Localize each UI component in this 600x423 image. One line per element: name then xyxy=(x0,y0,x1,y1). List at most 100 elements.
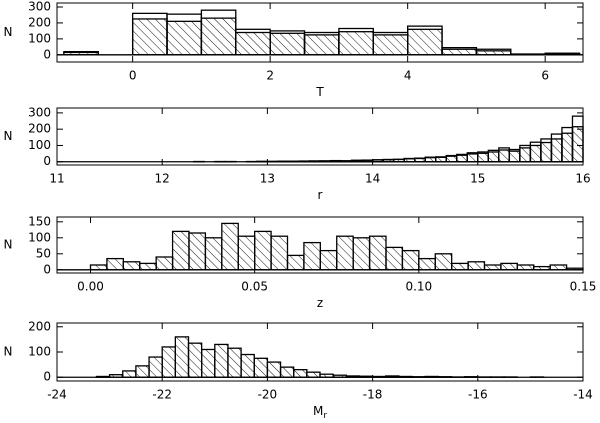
y-tick-label: 0 xyxy=(43,47,51,61)
histogram-bar xyxy=(441,48,478,56)
histogram-bar xyxy=(434,253,453,271)
histogram-bar xyxy=(368,235,387,271)
histogram-bar xyxy=(385,246,404,271)
plot-frame xyxy=(56,2,584,63)
y-tick-label: 100 xyxy=(28,345,51,359)
histogram-bar xyxy=(561,132,574,163)
x-axis-label-main: z xyxy=(317,296,323,310)
histogram-bar xyxy=(253,357,269,378)
histogram-bar xyxy=(529,144,542,163)
x-tick-label: 15 xyxy=(470,172,485,186)
x-axis-label-subscript: r xyxy=(323,411,327,421)
histogram-bar xyxy=(187,342,203,378)
x-axis-label: Mr xyxy=(313,404,327,421)
x-tick-label: 11 xyxy=(49,172,64,186)
histogram-bar xyxy=(171,230,190,271)
histogram-bar xyxy=(235,31,271,56)
histogram-bar xyxy=(166,20,203,56)
y-axis-label: N xyxy=(4,129,13,143)
histogram-bar xyxy=(200,17,237,56)
histogram-bar xyxy=(372,34,409,56)
plot-frame xyxy=(56,216,584,274)
histogram-bar xyxy=(540,141,553,163)
histogram-bar xyxy=(352,237,371,271)
histogram-bar xyxy=(221,222,239,271)
histogram-bar xyxy=(456,154,468,163)
x-tick-label: -14 xyxy=(573,388,593,402)
x-tick-label: 6 xyxy=(541,69,549,83)
y-tick-label: 0 xyxy=(43,370,51,384)
histogram-bar xyxy=(254,230,272,271)
histogram-bar xyxy=(519,147,532,163)
y-axis-label: N xyxy=(4,345,13,359)
histogram-bar xyxy=(155,256,174,271)
y-tick-label: 150 xyxy=(28,214,51,228)
histogram-bar xyxy=(516,264,535,271)
x-tick-label: 13 xyxy=(260,172,275,186)
x-axis-label: T xyxy=(315,85,324,99)
x-tick-label: 0.00 xyxy=(77,280,104,294)
histogram-bar xyxy=(122,370,137,378)
histogram-bar xyxy=(401,249,420,271)
y-tick-label: 300 xyxy=(28,0,51,13)
histogram-bar xyxy=(122,261,141,271)
x-tick-label: 0.05 xyxy=(241,280,268,294)
histogram-bar xyxy=(549,264,568,271)
histogram-bar xyxy=(338,31,374,56)
histogram-bar xyxy=(467,261,486,271)
x-tick-label: 0.15 xyxy=(570,280,597,294)
y-tick-label: 50 xyxy=(36,246,51,260)
histogram-bar xyxy=(451,262,469,271)
histogram-bar xyxy=(445,155,458,163)
histogram-bar xyxy=(550,138,563,163)
x-tick-label: -18 xyxy=(363,388,383,402)
histogram-bar xyxy=(204,237,223,271)
x-tick-label: 12 xyxy=(155,172,170,186)
x-tick-label: 2 xyxy=(266,69,274,83)
x-tick-label: 0.10 xyxy=(405,280,432,294)
histogram-bar xyxy=(466,153,479,163)
histogram-bar xyxy=(487,151,500,163)
histogram-bar xyxy=(336,235,354,271)
y-tick-label: 100 xyxy=(28,31,51,45)
histogram-bar xyxy=(227,347,242,378)
histogram-bar xyxy=(270,235,289,271)
x-axis-label: r xyxy=(318,188,323,202)
x-tick-label: 16 xyxy=(575,172,590,186)
histogram-bar xyxy=(500,262,518,271)
y-tick-label: 200 xyxy=(28,319,51,333)
y-tick-label: 100 xyxy=(28,230,51,244)
histogram-bar xyxy=(279,366,295,378)
histogram-bar xyxy=(293,369,308,378)
x-tick-label: 0 xyxy=(129,69,137,83)
x-tick-label: 4 xyxy=(404,69,412,83)
histogram-bar xyxy=(306,371,321,378)
x-axis-label-main: M xyxy=(313,404,323,418)
x-tick-label: 14 xyxy=(365,172,380,186)
histogram-bar xyxy=(174,336,190,378)
histogram-bar xyxy=(161,346,176,378)
y-tick-label: 200 xyxy=(28,15,51,29)
y-axis-label: N xyxy=(4,25,13,39)
histogram-bar xyxy=(139,262,157,271)
x-tick-label: -20 xyxy=(258,388,278,402)
y-tick-label: 0 xyxy=(43,154,51,168)
histogram-bar xyxy=(508,150,521,163)
histogram-bar xyxy=(407,28,443,56)
histogram-bar xyxy=(200,348,216,378)
histogram-bar xyxy=(240,353,255,378)
histogram-bar xyxy=(266,361,282,378)
histogram-bar xyxy=(89,264,108,271)
histogram-bar xyxy=(214,343,229,378)
x-axis-label: z xyxy=(317,296,323,310)
histogram-bar xyxy=(188,232,207,271)
y-tick-label: 100 xyxy=(28,138,51,152)
x-axis-label-main: r xyxy=(318,188,323,202)
histogram-bar xyxy=(106,257,124,271)
y-tick-label: 300 xyxy=(28,105,51,119)
histogram-bar xyxy=(303,34,340,56)
y-tick-label: 200 xyxy=(28,122,51,136)
x-tick-label: -22 xyxy=(152,388,172,402)
x-tick-label: -16 xyxy=(468,388,488,402)
